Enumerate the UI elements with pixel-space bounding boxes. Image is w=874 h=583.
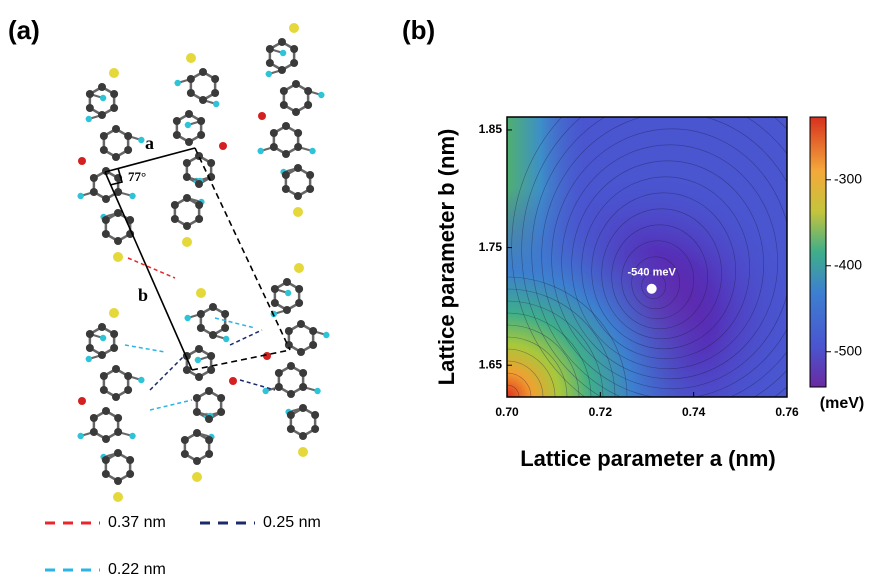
x-tick-label: 0.74: [682, 405, 706, 419]
legend: 0.37 nm 0.25 nm 0.22 nm: [45, 514, 321, 578]
y-axis-label: Lattice parameter b (nm): [434, 129, 459, 386]
colorbar-tick-label: -400: [834, 256, 862, 272]
contact-line: [150, 400, 192, 410]
molecule: [262, 263, 329, 457]
molecule: [77, 308, 144, 502]
y-tick-label: 1.65: [479, 357, 503, 371]
x-tick-label: 0.70: [495, 405, 519, 419]
contact-line: [125, 345, 165, 352]
molecule: [171, 53, 227, 247]
colorbar-label: (meV): [820, 395, 864, 412]
molecule: [77, 68, 144, 262]
x-tick-label: 0.76: [775, 405, 799, 419]
lattice-label: a: [145, 133, 154, 153]
legend-text: 0.25 nm: [263, 514, 321, 531]
colorbar-tick-label: -500: [834, 342, 862, 358]
y-tick-label: 1.85: [479, 122, 503, 136]
minimum-label: -540 meV: [628, 267, 677, 279]
contact-line: [215, 318, 255, 328]
x-tick-label: 0.72: [589, 405, 613, 419]
molecule: [181, 288, 237, 482]
molecular-structure: [77, 23, 329, 502]
lattice-label: b: [138, 285, 148, 305]
molecule: [257, 23, 324, 217]
contact-line: [240, 380, 275, 390]
y-tick-label: 1.75: [479, 240, 503, 254]
figure: (a) (b) a b 77° 0.37 nm 0.25 nm 0.22 nm 0.…: [0, 0, 874, 578]
panel-label: (b): [402, 15, 435, 45]
colorbar: [810, 117, 826, 387]
contact-line: [150, 355, 185, 390]
legend-text: 0.22 nm: [108, 561, 166, 578]
contact-line: [128, 258, 175, 278]
colorbar-tick-label: -300: [834, 170, 862, 186]
legend-text: 0.37 nm: [108, 514, 166, 531]
panel-label: (a): [8, 15, 40, 45]
angle-label: 77°: [128, 169, 146, 184]
x-axis-label: Lattice parameter a (nm): [520, 446, 776, 471]
minimum-marker: [647, 284, 657, 294]
contact-line: [230, 330, 262, 345]
